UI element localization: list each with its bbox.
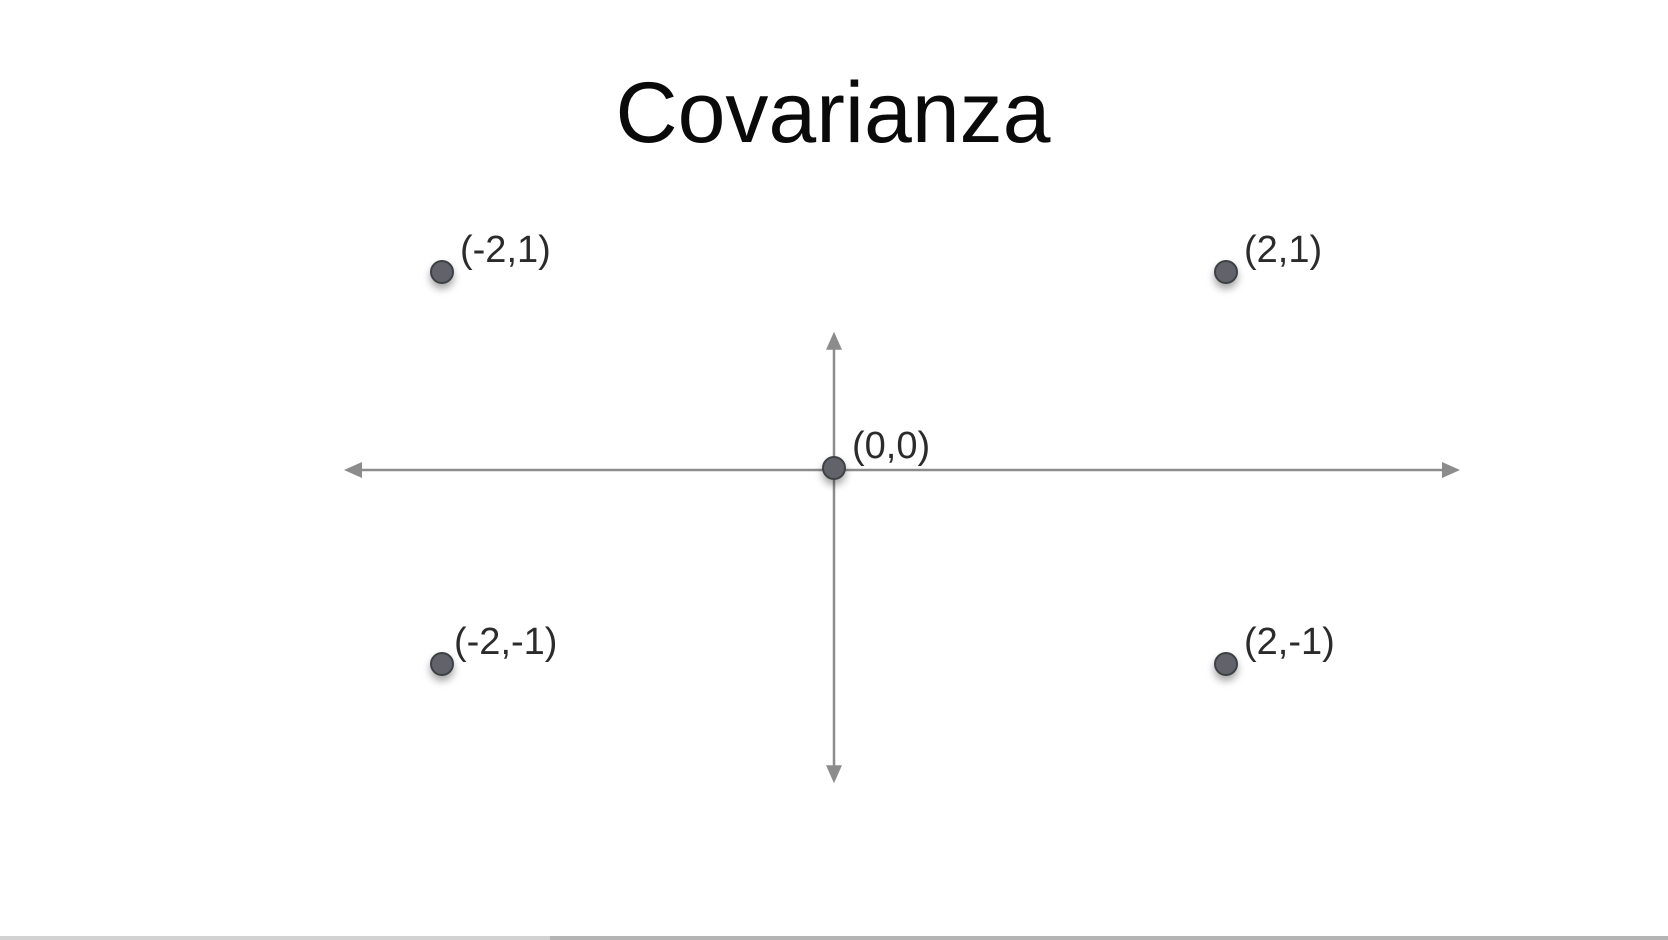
x-axis-left-arrow (344, 462, 362, 478)
data-point (430, 260, 454, 284)
y-axis-top-arrow (826, 331, 842, 350)
axes (344, 331, 1460, 784)
data-point-label: (2,1) (1244, 229, 1322, 271)
data-point (430, 652, 454, 676)
data-point-label: (-2,-1) (454, 621, 557, 663)
data-point (1214, 260, 1238, 284)
data-point-label: (0,0) (852, 425, 930, 467)
chart-title: Covarianza (616, 65, 1051, 161)
data-point-label: (2,-1) (1244, 621, 1335, 663)
data-points: (-2,1) (2,1) (0,0) (-2,-1) (2,-1) (430, 229, 1335, 676)
y-axis-bottom-arrow (826, 765, 842, 784)
data-point (822, 456, 846, 480)
data-point (1214, 652, 1238, 676)
x-axis-right-arrow (1442, 462, 1460, 478)
video-progress-played (0, 936, 550, 940)
video-progress-bar[interactable] (0, 936, 1668, 940)
video-progress-buffered (550, 936, 1668, 940)
data-point-label: (-2,1) (460, 229, 551, 271)
